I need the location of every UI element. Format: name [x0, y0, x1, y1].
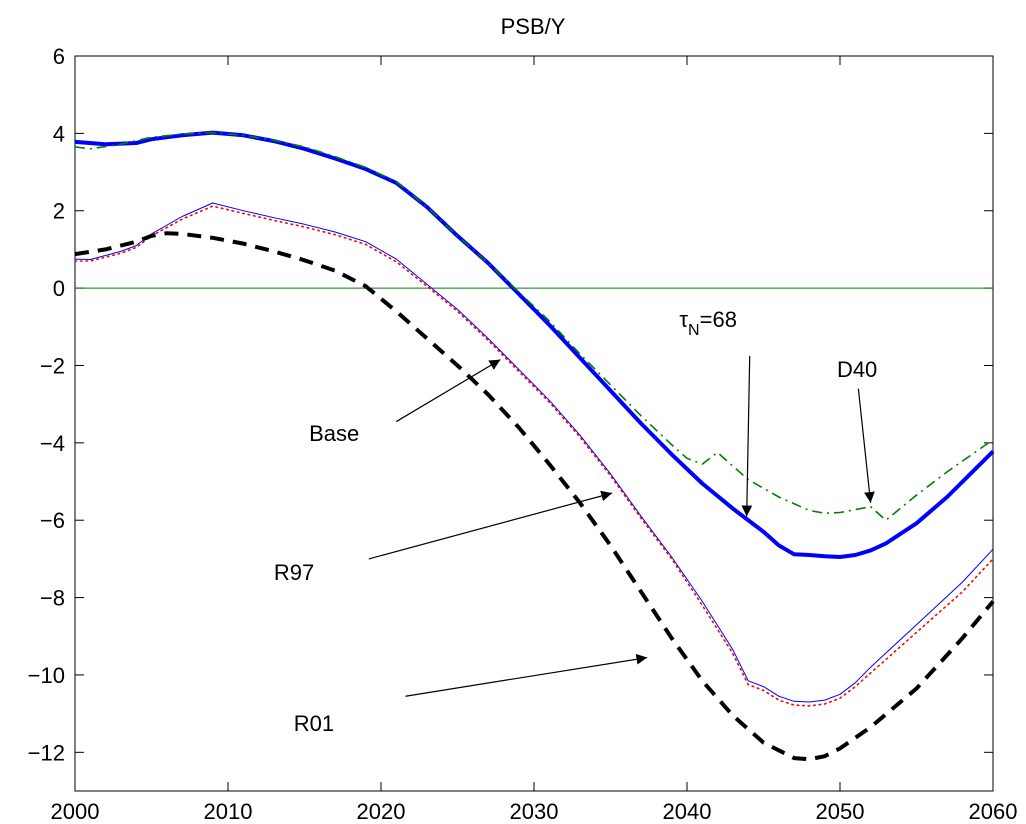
y-tick-label: 0 — [53, 276, 65, 301]
annotation-label-r01: R01 — [294, 711, 334, 736]
x-tick-label: 2060 — [969, 799, 1018, 824]
y-tick-label: −12 — [28, 740, 65, 765]
series-line-r01 — [74, 231, 995, 762]
annotation-arrow-r97 — [368, 490, 613, 560]
y-tick-label: −6 — [40, 508, 65, 533]
plot-frame — [74, 55, 994, 792]
x-tick-label: 2040 — [663, 799, 712, 824]
annotation-label-d40: D40 — [837, 357, 877, 382]
chart-title: PSB/Y — [501, 14, 566, 39]
x-tick-label: 2050 — [816, 799, 865, 824]
annotation-label-base: τ — [679, 307, 688, 332]
x-tick-label: 2010 — [204, 799, 253, 824]
x-tick-label: 2000 — [51, 799, 100, 824]
x-tick-label: 2020 — [357, 799, 406, 824]
series-line-d40 — [74, 131, 994, 521]
y-tick-label: −4 — [40, 431, 65, 456]
annotation-arrow-base — [395, 359, 501, 423]
series-line-base — [74, 202, 994, 703]
y-axis: 6 4 2 0 −2 −4 −6 −8 −10 −12 — [28, 44, 993, 765]
annotation-arrow-tau — [741, 355, 753, 517]
y-tick-label: 4 — [53, 121, 65, 146]
y-tick-label: −8 — [40, 586, 65, 611]
annotation-label-subscript: N — [688, 322, 700, 339]
y-tick-label: 6 — [53, 44, 65, 69]
annotation-arrow-r01 — [405, 653, 648, 697]
y-tick-label: −10 — [28, 663, 65, 688]
annotation-layer: τN=68 D40 Base R97 R01 — [274, 307, 877, 736]
y-tick-label: −2 — [40, 353, 65, 378]
y-tick-label: 2 — [53, 199, 65, 224]
annotation-label-base: Base — [309, 421, 359, 446]
annotation-arrow-d40 — [857, 388, 875, 503]
x-tick-label: 2030 — [510, 799, 559, 824]
x-axis: 2000 2010 2020 2030 2040 2050 2060 — [51, 56, 1018, 824]
annotation-label-suffix: =68 — [700, 307, 737, 332]
series-line-r97 — [74, 205, 994, 707]
series-line-taun68 — [74, 130, 995, 559]
annotation-label-tau: τN=68 — [679, 307, 737, 339]
series-layer — [74, 130, 995, 762]
annotation-label-r97: R97 — [274, 560, 314, 585]
